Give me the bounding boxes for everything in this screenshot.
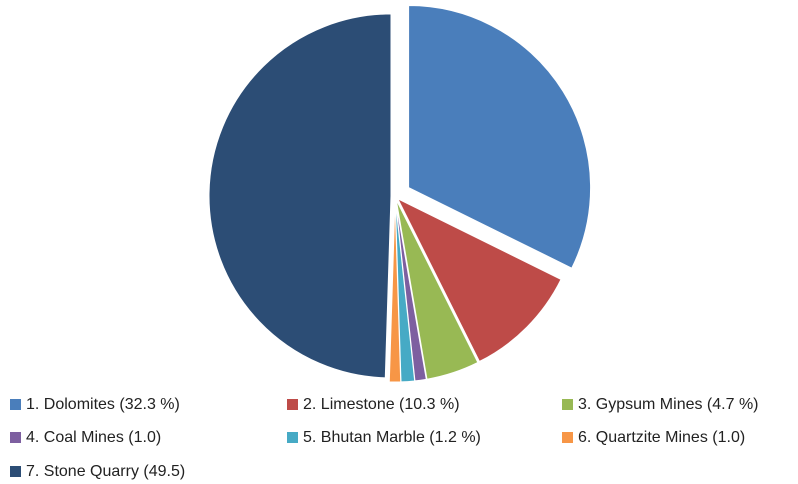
legend-swatch <box>10 432 21 443</box>
legend-swatch <box>562 399 573 410</box>
pie-slice <box>388 199 402 383</box>
legend-label: 4. Coal Mines (1.0) <box>26 429 161 446</box>
legend-swatch <box>287 432 298 443</box>
pie-slice <box>208 13 392 379</box>
legend-label: 2. Limestone (10.3 %) <box>303 396 460 413</box>
legend-label: 7. Stone Quarry (49.5) <box>26 463 185 480</box>
legend-label: 3. Gypsum Mines (4.7 %) <box>578 396 759 413</box>
pie-slice <box>396 197 562 363</box>
legend-swatch <box>287 399 298 410</box>
legend-label: 5. Bhutan Marble (1.2 %) <box>303 429 481 446</box>
legend-swatch <box>562 432 573 443</box>
pie-slice <box>408 5 592 269</box>
legend-label: 6. Quartzite Mines (1.0) <box>578 429 745 446</box>
pie-slice <box>395 199 479 380</box>
legend-swatch <box>10 466 21 477</box>
legend-label: 1. Dolomites (32.3 %) <box>26 396 180 413</box>
legend-swatch <box>10 399 21 410</box>
